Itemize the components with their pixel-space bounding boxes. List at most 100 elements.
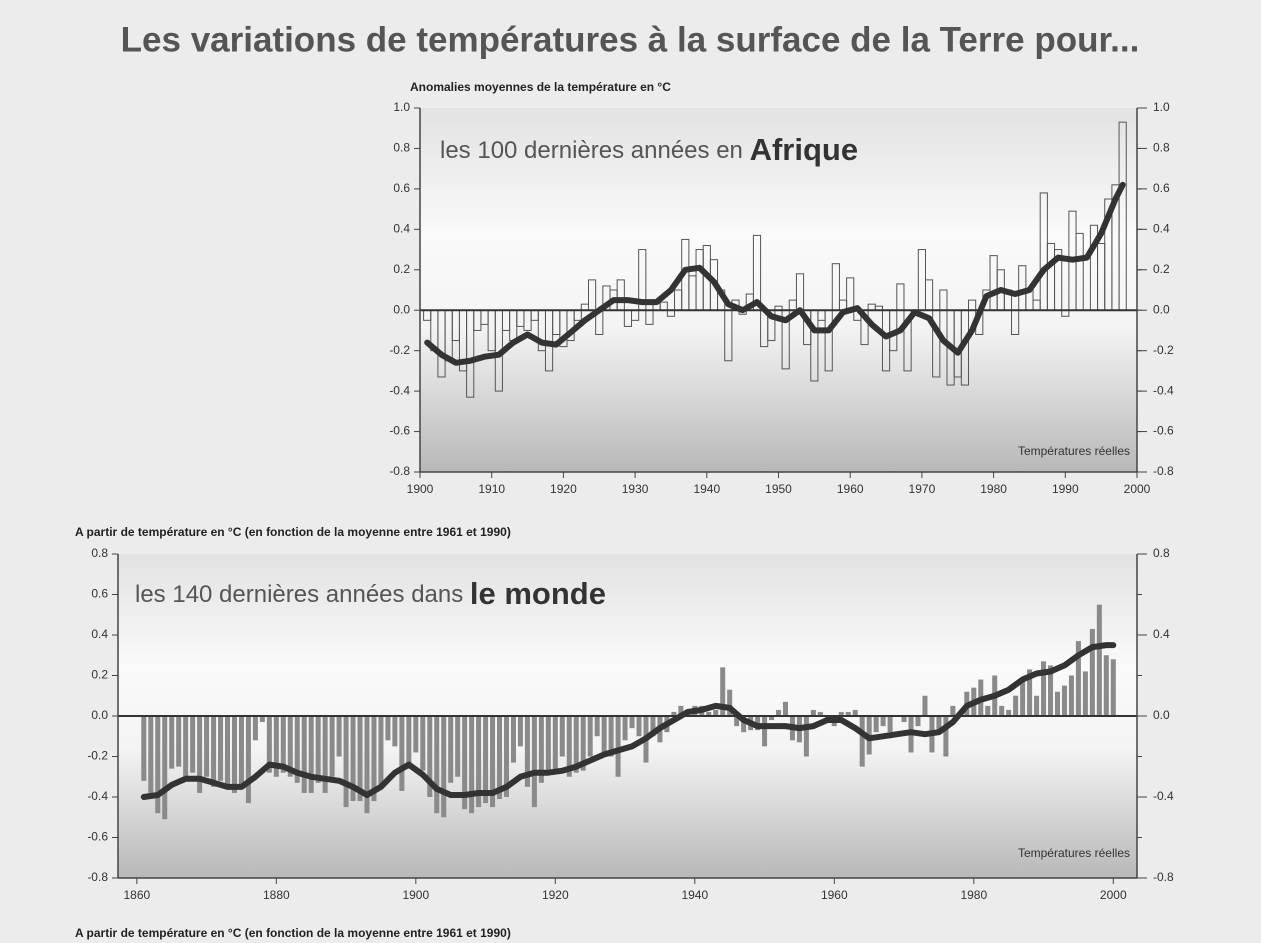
bar (1110, 659, 1116, 716)
bar (531, 716, 537, 808)
annotation: les 100 dernières années en Afrique (440, 132, 858, 167)
bar (859, 716, 865, 767)
y-tick-label: 1.0 (393, 100, 410, 114)
y-tick-label: 0.6 (91, 587, 108, 601)
bar (315, 716, 321, 783)
bar (538, 716, 544, 783)
bar (392, 716, 398, 747)
bar (950, 705, 956, 716)
bar (455, 716, 461, 777)
y2-tick-label: -0.8 (1153, 464, 1174, 478)
x-tick-label: 1920 (542, 888, 569, 902)
bar (629, 716, 635, 729)
bar (943, 716, 949, 757)
x-tick-label: 1950 (765, 482, 792, 496)
bar (559, 716, 565, 757)
y2-tick-label: -0.4 (1153, 383, 1174, 397)
bar (476, 716, 482, 808)
bar (266, 716, 272, 773)
bar (873, 716, 879, 733)
bar (936, 716, 942, 733)
bar (497, 716, 503, 800)
x-tick-label: 1910 (478, 482, 505, 496)
bar (308, 716, 314, 793)
bar (1096, 604, 1102, 716)
bar (587, 716, 593, 757)
bar (1041, 661, 1047, 716)
bar (1013, 695, 1019, 716)
bar (580, 716, 586, 771)
bar (524, 716, 530, 787)
bar (343, 716, 349, 808)
bar (371, 716, 377, 802)
bar (594, 716, 600, 737)
bar (211, 716, 217, 787)
bar (782, 701, 788, 716)
bar (727, 689, 733, 716)
bar (838, 711, 844, 716)
bar (1068, 675, 1074, 716)
y2-tick-label: 0.0 (1153, 708, 1170, 722)
x-tick-label: 1880 (263, 888, 290, 902)
x-tick-label: 1900 (402, 888, 429, 902)
bar (301, 716, 307, 793)
charts: Anomalies moyennes de la température en … (75, 80, 1174, 902)
bar (357, 716, 363, 802)
x-tick-label: 1860 (123, 888, 150, 902)
x-tick-label: 1990 (1052, 482, 1079, 496)
bar (1048, 665, 1054, 716)
bar (999, 705, 1005, 716)
bar (427, 716, 433, 797)
y-tick-label: 0.4 (393, 222, 410, 236)
y2-tick-label: -0.6 (1153, 424, 1174, 438)
chart: A partir de température en °C (en foncti… (75, 525, 1174, 902)
y-tick-label: 0.8 (91, 546, 108, 560)
bar (720, 667, 726, 716)
bar (741, 716, 747, 733)
bar (224, 716, 231, 787)
bar (385, 716, 391, 741)
x-tick-label: 1940 (693, 482, 720, 496)
page-title: Les variations de températures à la surf… (121, 20, 1140, 59)
x-tick-label: 1980 (960, 888, 987, 902)
y-tick-label: -0.8 (389, 464, 410, 478)
bar (601, 716, 607, 757)
y-tick-label: 0.0 (393, 302, 410, 316)
bar (852, 709, 858, 716)
bar (245, 716, 251, 804)
y2-tick-label: 0.2 (1153, 262, 1170, 276)
y-tick-label: -0.4 (389, 383, 410, 397)
y-tick-label: 0.4 (91, 627, 108, 641)
x-tick-label: 1970 (909, 482, 936, 496)
note: Températures réelles (1018, 846, 1130, 860)
bar (350, 716, 356, 802)
y2-tick-label: -0.2 (1153, 343, 1174, 357)
bar (413, 716, 419, 753)
y2-tick-label: 0.0 (1153, 302, 1170, 316)
bar (1089, 628, 1095, 716)
y-axis-label: A partir de température en °C (en foncti… (75, 525, 511, 539)
bar (713, 709, 719, 716)
x-tick-label: 2000 (1100, 888, 1127, 902)
bar (650, 716, 656, 737)
bar (1061, 685, 1067, 716)
bar (566, 716, 572, 777)
bar (678, 705, 684, 716)
bar (671, 711, 677, 716)
chart: Anomalies moyennes de la température en … (389, 80, 1174, 496)
x-tick-label: 1940 (681, 888, 708, 902)
y-tick-label: -0.8 (87, 870, 108, 884)
bar (238, 716, 244, 787)
bar (322, 716, 328, 793)
bar (176, 716, 182, 767)
annotation-text: les 100 dernières années en (440, 137, 750, 164)
y-tick-label: 0.2 (91, 668, 108, 682)
bar (287, 716, 293, 777)
x-tick-label: 1930 (622, 482, 649, 496)
bar (441, 716, 447, 818)
y-tick-label: -0.2 (87, 749, 108, 763)
bar (1027, 669, 1033, 716)
y2-tick-label: 0.4 (1153, 627, 1170, 641)
y2-tick-label: -0.4 (1153, 789, 1174, 803)
bar (197, 716, 203, 793)
